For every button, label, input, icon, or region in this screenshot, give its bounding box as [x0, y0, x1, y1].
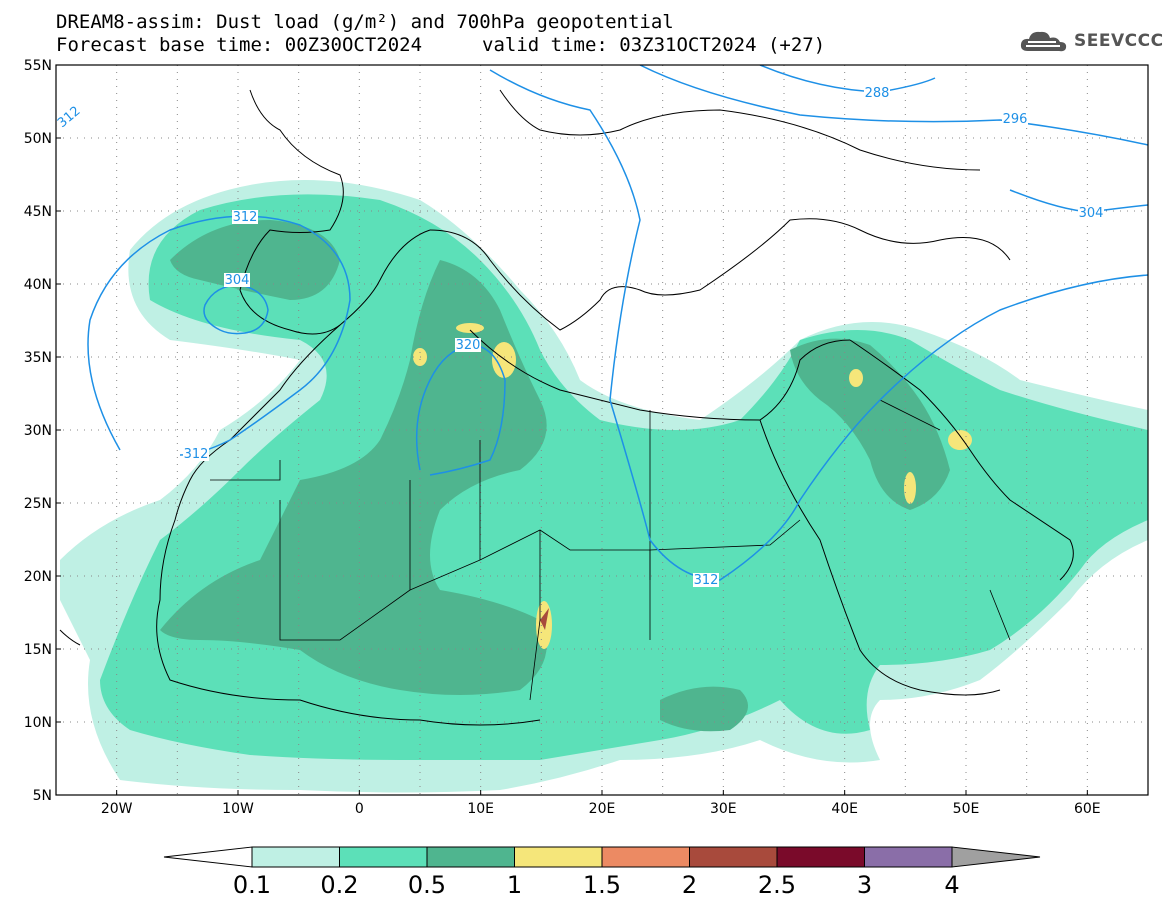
lon-label: 30E: [710, 801, 737, 817]
lat-label: 15N: [24, 642, 52, 658]
colorbar-label: 2: [682, 871, 697, 899]
contour-label: 312: [233, 210, 258, 225]
lat-label: 5N: [33, 788, 52, 804]
colorbar-segment: [339, 846, 428, 868]
colorbar: 0.1 0.2 0.5 1 1.5 2 2.5 3 4: [163, 846, 1041, 899]
colorbar-segment: [426, 846, 515, 868]
contour-label: 304: [225, 273, 250, 288]
dust-level-0.5-iberia: [170, 220, 340, 300]
colorbar-segment: [514, 846, 603, 868]
contour-label: 312: [184, 447, 209, 462]
forecast-base-time: Forecast base time: 00Z30OCT2024: [56, 34, 423, 56]
coastlines: [59, 89, 1074, 726]
colorbar-label: 0.2: [320, 871, 358, 899]
lon-label: 10E: [467, 801, 494, 817]
contour-label: 320: [456, 338, 481, 353]
geopotential-contours: [87, 65, 1148, 581]
dust-level-1-saudi: [904, 472, 916, 504]
colorbar-label: 1: [507, 871, 522, 899]
map-title: DREAM8-assim: Dust load (g/m²) and 700hP…: [56, 11, 674, 33]
lat-label: 30N: [24, 423, 52, 439]
dust-level-0.5-middle-east: [790, 338, 950, 510]
dust-level-1-tunisia: [492, 342, 516, 378]
lon-label: 50E: [953, 801, 980, 817]
dust-level-1-iraq: [849, 369, 863, 387]
colorbar-label: 1.5: [583, 871, 621, 899]
colorbar-label: 2.5: [758, 871, 796, 899]
colorbar-label: 0.1: [233, 871, 271, 899]
seevccc-logo: SEEVCCC: [1018, 26, 1164, 56]
colorbar-label: 3: [857, 871, 872, 899]
lat-label: 25N: [24, 496, 52, 512]
contour-label: 288: [865, 86, 890, 101]
lon-label: 40E: [831, 801, 858, 817]
lat-label: 10N: [24, 715, 52, 731]
colorbar-segment: [864, 846, 953, 868]
country-borders: [210, 399, 1011, 701]
colorbar-segment: [776, 846, 865, 868]
colorbar-segment: [689, 846, 778, 868]
valid-time: valid time: 03Z31OCT2024 (+27): [482, 34, 826, 56]
dust-level-0.5-sahel: [660, 686, 748, 732]
lat-label: 50N: [24, 131, 52, 147]
lat-label: 55N: [24, 58, 52, 74]
dust-level-0.5: [160, 260, 547, 695]
lat-label: 35N: [24, 350, 52, 366]
logo-text: SEEVCCC: [1074, 31, 1164, 51]
colorbar-underflow: [163, 846, 253, 868]
dust-level-1-coast: [456, 323, 484, 333]
colorbar-segment: [251, 846, 340, 868]
lon-label: 20E: [589, 801, 616, 817]
lat-label: 45N: [24, 204, 52, 220]
lon-label: 60E: [1074, 801, 1101, 817]
colorbar-overflow: [951, 846, 1041, 868]
colorbar-label: 0.5: [408, 871, 446, 899]
latitude-labels: 55N 50N 45N 40N 35N 30N 25N 20N 15N 10N 5N: [24, 58, 61, 804]
cloud-logo-icon: [1020, 31, 1067, 52]
lon-label: 10W: [222, 801, 254, 817]
dust-level-2-chad: [540, 608, 549, 630]
lon-label: 20W: [101, 801, 133, 817]
longitude-labels: 20W 10W 0 10E 20E 30E 40E 50E 60E: [101, 790, 1101, 817]
contour-label: 304: [1079, 206, 1104, 221]
lat-label: 40N: [24, 277, 52, 293]
contour-label: 296: [1003, 112, 1028, 127]
lat-label: 20N: [24, 569, 52, 585]
dust-shading: [60, 180, 1148, 793]
colorbar-segment: [601, 846, 690, 868]
colorbar-label: 4: [944, 871, 959, 899]
contour-label: 312: [694, 573, 719, 588]
lon-label: 0: [355, 801, 364, 817]
